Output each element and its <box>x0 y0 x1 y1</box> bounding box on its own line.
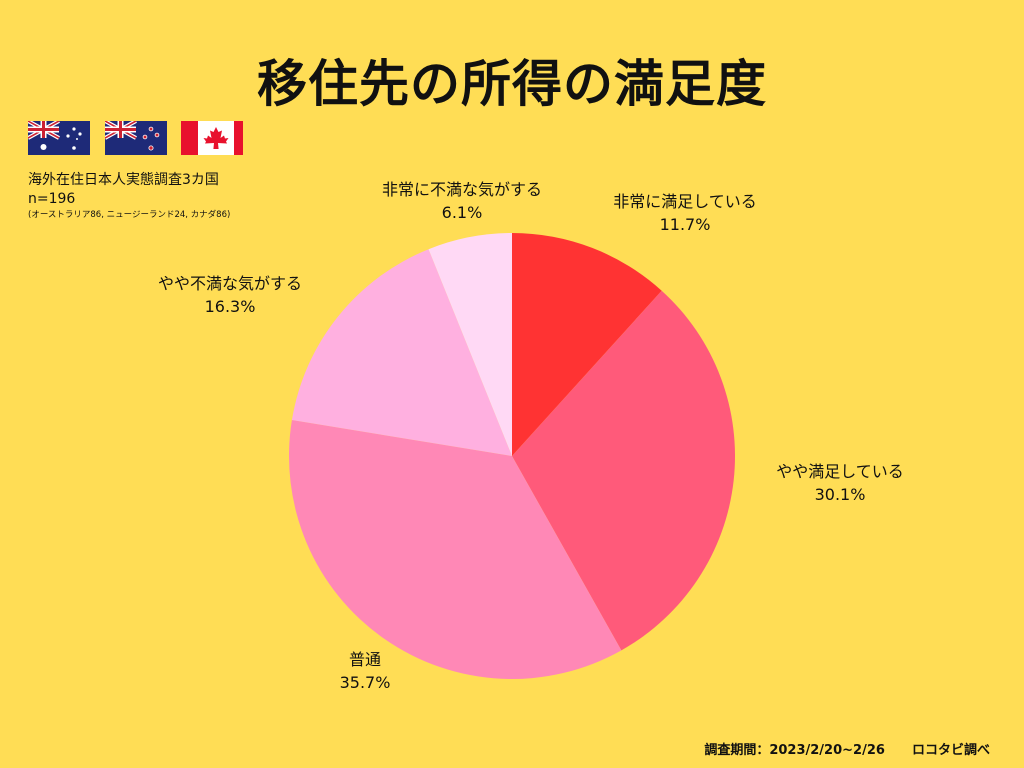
australia-flag-icon <box>28 121 90 155</box>
new-zealand-flag-icon <box>105 121 167 155</box>
slice-label: やや満足している 30.1% <box>776 460 904 506</box>
survey-period: 調査期間：2023/2/20~2/26 <box>704 743 885 758</box>
sample-size: n=196 <box>28 191 76 207</box>
slice-value-label: 35.7% <box>339 673 391 692</box>
slice-label: 普通 35.7% <box>340 648 391 694</box>
slice-value-label: 11.7% <box>659 215 711 234</box>
slice-label: やや不満な気がする 16.3% <box>158 272 302 318</box>
slice-value-label: 16.3% <box>204 297 256 316</box>
slice-category-label: 普通 <box>348 650 382 669</box>
survey-info: 海外在住日本人実態調査3カ国 n=196 (オーストラリア86, ニュージーラン… <box>28 171 230 221</box>
chart-title: 移住先の所得の満足度 <box>257 55 767 113</box>
source-credit: ロコタビ調べ <box>911 743 990 758</box>
sample-breakdown: (オーストラリア86, ニュージーランド24, カナダ86) <box>28 210 231 220</box>
slice-category-label: 非常に満足している <box>613 192 757 211</box>
footer: 調査期間：2023/2/20~2/26 ロコタビ調べ <box>704 739 990 758</box>
pie-slice <box>289 420 622 679</box>
slice-label: 非常に不満な気がする 6.1% <box>382 178 542 224</box>
canada-flag-icon <box>181 121 243 155</box>
slice-value-label: 30.1% <box>814 485 866 504</box>
pie-slice <box>428 233 512 456</box>
pie-slice <box>512 233 662 456</box>
slice-value-label: 6.1% <box>441 203 483 222</box>
survey-description: 海外在住日本人実態調査3カ国 <box>28 172 219 188</box>
slice-category-label: やや満足している <box>776 462 904 481</box>
slice-category-label: 非常に不満な気がする <box>381 180 543 199</box>
pie-slice <box>512 290 736 651</box>
pie-slice <box>291 249 512 456</box>
slice-category-label: やや不満な気がする <box>157 274 303 293</box>
slice-label: 非常に満足している 11.7% <box>613 190 757 236</box>
